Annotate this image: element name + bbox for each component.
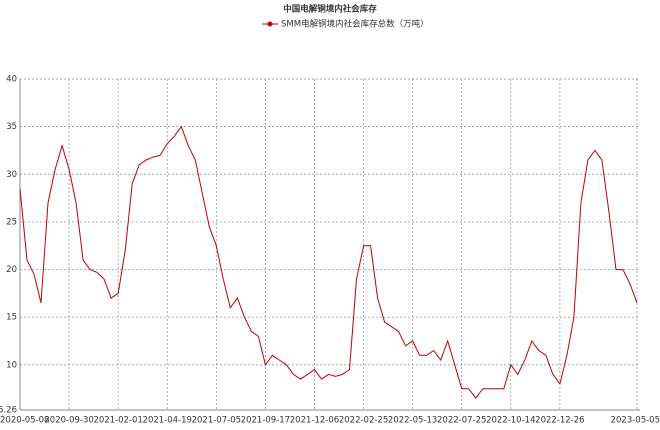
x-tick-label: 2021-09-17 [241, 416, 290, 426]
y-tick-label: 15 [6, 313, 17, 323]
y-tick-label: 20 [6, 265, 17, 275]
x-tick-label: 2020-05-08 [0, 416, 49, 426]
x-tick-label: 2021-02-01 [93, 416, 142, 426]
y-tick-label: 30 [6, 170, 17, 180]
x-tick-label: 2023-05-05 [611, 416, 660, 426]
y-tick-label: 10 [6, 360, 17, 370]
y-tick-label: 25 [6, 217, 17, 227]
x-tick-label: 2022-12-26 [535, 416, 584, 426]
legend-marker [267, 21, 273, 27]
x-tick-label: 2022-10-14 [486, 416, 535, 426]
y-tick-label: 35 [6, 122, 17, 132]
x-tick-label: 2020-09-30 [44, 416, 93, 426]
y-tick-label: 5.26 [0, 406, 17, 416]
x-tick-label: 2022-07-25 [437, 416, 486, 426]
legend-label: SMM电解铜境内社会库存总数（万吨） [281, 19, 429, 30]
x-tick-label: 2022-02-25 [339, 416, 388, 426]
chart-title: 中国电解铜境内社会库存 [283, 4, 377, 15]
x-tick-label: 2022-05-13 [388, 416, 437, 426]
y-tick-label: 40 [6, 75, 17, 85]
x-tick-label: 2021-12-06 [290, 416, 339, 426]
x-tick-label: 2021-04-19 [143, 416, 192, 426]
x-tick-label: 2021-07-05 [192, 416, 241, 426]
data-line [19, 125, 638, 400]
